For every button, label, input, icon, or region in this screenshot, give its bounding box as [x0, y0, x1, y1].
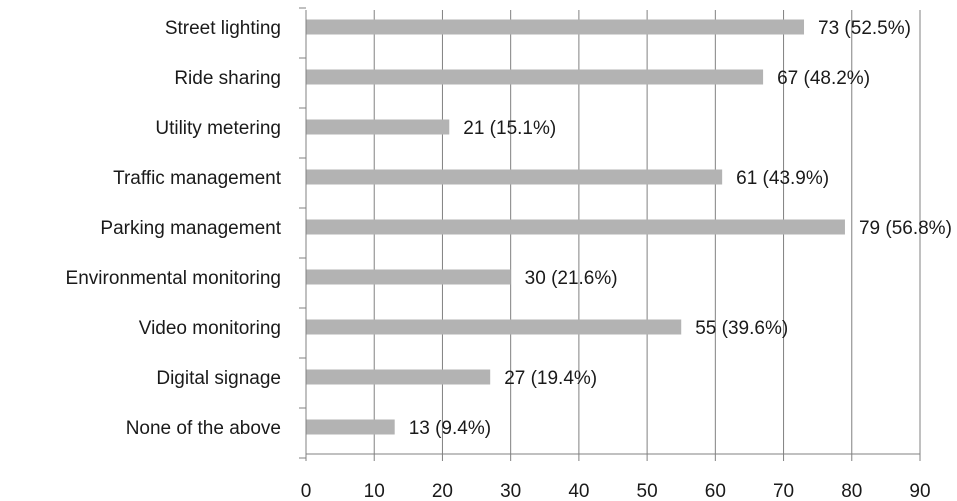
category-label: Parking management — [100, 218, 281, 239]
category-label: Video monitoring — [139, 318, 281, 339]
grid-layer — [305, 10, 921, 461]
category-label: Utility metering — [155, 118, 281, 139]
data-label: 30 (21.6%) — [525, 268, 618, 289]
x-tick-label: 90 — [909, 481, 930, 501]
category-label: Street lighting — [165, 18, 281, 39]
category-label: Digital signage — [156, 368, 281, 389]
x-tick-label: 60 — [705, 481, 726, 501]
x-tick-label: 10 — [364, 481, 385, 501]
x-tick-label: 70 — [773, 481, 794, 501]
data-label: 21 (15.1%) — [463, 118, 556, 139]
x-tick-label: 50 — [637, 481, 658, 501]
data-label: 55 (39.6%) — [695, 318, 788, 339]
bar-layer — [306, 19, 845, 435]
x-tick-label: 20 — [432, 481, 453, 501]
bar — [306, 319, 682, 335]
label-layer: 0 10 20 30 40 50 60 70 80 90 Street lighting 73 (52… — [66, 18, 952, 501]
bar — [306, 19, 805, 35]
data-label: 79 (56.8%) — [859, 218, 952, 239]
bar — [306, 119, 450, 135]
x-tick-label: 40 — [568, 481, 589, 501]
bar — [306, 219, 845, 235]
axis-layer — [299, 7, 920, 459]
bar — [306, 369, 491, 385]
data-label: 61 (43.9%) — [736, 168, 829, 189]
data-label: 73 (52.5%) — [818, 18, 911, 39]
category-label: Traffic management — [113, 168, 282, 189]
category-label: None of the above — [126, 418, 281, 439]
data-label: 27 (19.4%) — [504, 368, 597, 389]
category-label: Environmental monitoring — [66, 268, 281, 289]
bar — [306, 169, 723, 185]
x-tick-label: 0 — [301, 481, 312, 501]
bar — [306, 69, 764, 85]
x-tick-label: 30 — [500, 481, 521, 501]
bar — [306, 269, 511, 285]
bar — [306, 419, 395, 435]
x-tick-label: 80 — [841, 481, 862, 501]
data-label: 67 (48.2%) — [777, 68, 870, 89]
category-label: Ride sharing — [174, 68, 281, 89]
data-label: 13 (9.4%) — [409, 418, 491, 439]
